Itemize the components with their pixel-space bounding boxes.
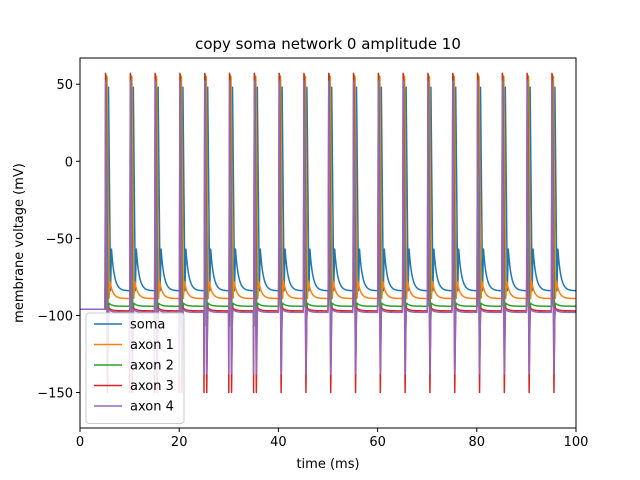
legend: soma axon 1 axon 2 axon 3 axon 4 [85, 312, 185, 424]
y-tick-label: 50 [56, 78, 73, 93]
series-lines [80, 72, 576, 394]
x-tick-label: 100 [564, 435, 589, 450]
legend-label: axon 2 [130, 359, 174, 374]
y-tick-label: 0 [65, 155, 73, 170]
plot-frame [79, 57, 577, 429]
y-axis-label: membrane voltage (mV) [12, 163, 27, 323]
x-tick-label: 60 [369, 435, 386, 450]
legend-label: axon 4 [130, 400, 174, 415]
y-tick-label: −50 [46, 232, 73, 247]
x-tick-label: 40 [270, 435, 287, 450]
x-axis-ticks: 0 20 40 60 80 100 [76, 428, 589, 450]
series-line-4 [80, 80, 576, 375]
x-tick-label: 20 [171, 435, 188, 450]
x-tick-label: 80 [469, 435, 486, 450]
x-axis-label: time (ms) [296, 457, 359, 472]
legend-box [85, 312, 185, 424]
legend-label: soma [130, 318, 165, 333]
y-axis-ticks: −150 −100 −50 0 50 [37, 78, 80, 402]
legend-label: axon 3 [130, 379, 174, 394]
chart-title: copy soma network 0 amplitude 10 [195, 35, 461, 53]
legend-label: axon 1 [130, 338, 174, 353]
y-tick-label: −100 [37, 309, 73, 324]
x-tick-label: 0 [76, 435, 84, 450]
y-tick-label: −150 [37, 387, 73, 402]
